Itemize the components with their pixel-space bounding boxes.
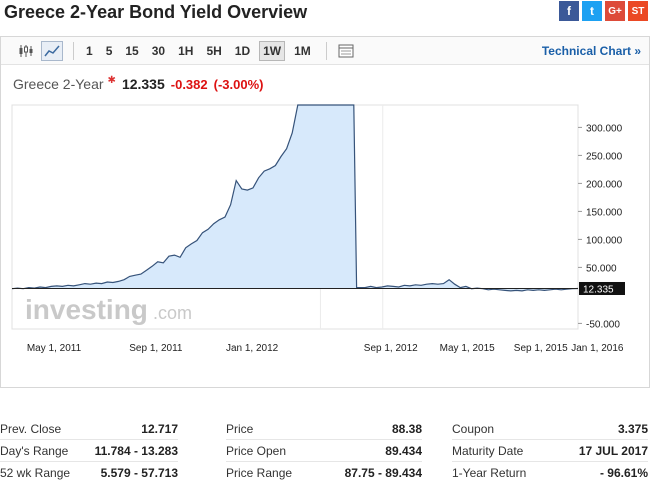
stat-label: Day's Range: [0, 443, 69, 458]
stat-value: 5.579 - 57.713: [100, 466, 178, 480]
price-change-percent: (-3.00%): [213, 77, 264, 92]
x-tick-label: May 1, 2011: [27, 343, 82, 354]
stat-value: 11.784 - 13.283: [94, 443, 178, 458]
chart-toolbar: 1 5 15 30 1H 5H 1D 1W 1M Technical Chart…: [1, 37, 649, 65]
x-tick-label: May 1, 2015: [440, 343, 495, 354]
stat-52wk-range: 52 wk Range 5.579 - 57.713: [0, 462, 178, 484]
timeframe-1m[interactable]: 1M: [294, 43, 311, 58]
x-tick-label: Sep 1, 2011: [129, 343, 183, 354]
google-plus-share-button[interactable]: G+: [605, 1, 625, 21]
stat-value: 88.38: [391, 421, 422, 436]
last-price: 12.335: [121, 76, 165, 92]
stat-label: Price Range: [226, 466, 293, 480]
x-tick-label: Sep 1, 2015: [514, 343, 568, 354]
stat-price: Price 88.38: [226, 418, 422, 440]
timeframe-1d[interactable]: 1D: [234, 43, 251, 58]
stat-label: Prev. Close: [0, 421, 62, 436]
timeframe-30[interactable]: 30: [151, 43, 166, 58]
stat-label: Price: [226, 421, 254, 436]
stat-coupon: Coupon 3.375: [452, 418, 648, 440]
stat-days-range: Day's Range 11.784 - 13.283: [0, 440, 178, 462]
stat-value: 12.717: [141, 421, 178, 436]
stat-value: 17 JUL 2017: [578, 443, 648, 458]
chart-widget: 1 5 15 30 1H 5H 1D 1W 1M Technical Chart…: [0, 36, 650, 388]
twitter-icon: t: [590, 4, 594, 18]
stat-price-open: Price Open 89.434: [226, 440, 422, 462]
table-view-icon[interactable]: [335, 41, 357, 61]
price-change: -0.382: [170, 77, 208, 92]
x-tick-label: Jan 1, 2012: [226, 343, 279, 354]
stat-1yr-return: 1-Year Return - 96.61%: [452, 462, 648, 484]
y-tick-label: 200.000: [586, 179, 623, 190]
timeframe-1w[interactable]: 1W: [259, 40, 286, 61]
stumbleupon-icon: ST: [631, 5, 645, 17]
y-tick-label: 50.000: [586, 263, 617, 274]
timeframe-1h[interactable]: 1H: [178, 43, 194, 58]
stat-prev-close: Prev. Close 12.717: [0, 418, 178, 440]
twitter-share-button[interactable]: t: [582, 1, 602, 21]
timeframe-5[interactable]: 5: [105, 43, 113, 58]
stat-label: Price Open: [226, 443, 287, 458]
y-tick-label: 100.000: [586, 235, 623, 246]
stat-value: - 96.61%: [599, 466, 648, 480]
toolbar-divider: [73, 41, 74, 60]
stat-label: Maturity Date: [452, 443, 524, 458]
star-icon[interactable]: ✱: [107, 75, 116, 86]
stat-label: Coupon: [452, 421, 495, 436]
instrument-name: Greece 2-Year: [13, 76, 104, 92]
facebook-share-button[interactable]: f: [559, 1, 579, 21]
timeframe-5h[interactable]: 5H: [206, 43, 222, 58]
candlestick-chart-icon[interactable]: [15, 41, 37, 61]
google-plus-icon: G+: [608, 5, 622, 17]
quote-summary: Greece 2-Year ✱ 12.335 -0.382 (-3.00%): [13, 75, 264, 92]
toolbar-divider: [325, 41, 327, 60]
stat-value: 87.75 - 89.434: [344, 466, 422, 480]
area-chart-icon[interactable]: [41, 40, 63, 61]
chart-svg: investing .com 300.000 250.000 200.000 150.…: [11, 104, 625, 354]
stat-label: 52 wk Range: [0, 466, 71, 480]
last-value-text: 12.335: [583, 284, 614, 295]
timeframe-1[interactable]: 1: [86, 43, 93, 58]
price-chart[interactable]: investing .com 300.000 250.000 200.000 150.…: [1, 101, 651, 391]
series-area: [12, 105, 578, 291]
y-tick-label: 300.000: [586, 123, 623, 134]
stat-value: 89.434: [385, 443, 422, 458]
stat-value: 3.375: [617, 421, 648, 436]
page-title: Greece 2-Year Bond Yield Overview: [4, 2, 308, 22]
stat-price-range: Price Range 87.75 - 89.434: [226, 462, 422, 484]
watermark-logo: investing: [25, 294, 148, 325]
stat-label: 1-Year Return: [452, 466, 527, 480]
last-value-tag: 12.335: [579, 281, 625, 295]
x-tick-label: Sep 1, 2012: [364, 343, 418, 354]
watermark: investing .com: [25, 294, 192, 325]
y-tick-label: 150.000: [586, 207, 623, 218]
stat-maturity-date: Maturity Date 17 JUL 2017: [452, 440, 648, 462]
facebook-icon: f: [567, 4, 571, 18]
social-share-bar: f t G+ ST: [559, 1, 648, 21]
stumbleupon-share-button[interactable]: ST: [628, 1, 648, 21]
timeframe-15[interactable]: 15: [125, 43, 139, 58]
watermark-suffix: .com: [153, 303, 192, 323]
y-tick-label: -50.000: [586, 319, 620, 330]
technical-chart-link[interactable]: Technical Chart »: [541, 44, 641, 58]
y-tick-label: 250.000: [586, 151, 623, 162]
x-tick-label: Jan 1, 2016: [571, 343, 624, 354]
